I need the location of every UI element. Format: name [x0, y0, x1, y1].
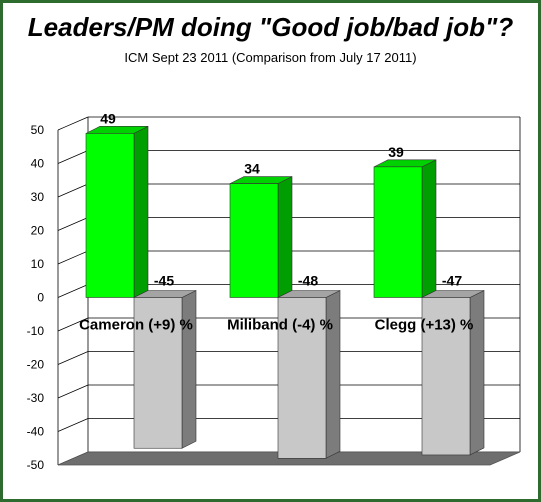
bar-side — [133, 125, 149, 298]
bar — [133, 297, 183, 449]
chart-title: Leaders/PM doing "Good job/bad job"? — [27, 12, 514, 42]
gridline-side — [57, 317, 89, 332]
y-tick-label: 20 — [31, 224, 45, 238]
gridline-side — [57, 250, 89, 265]
y-tick-label: -30 — [27, 391, 45, 405]
bar-side — [277, 176, 293, 298]
bar — [421, 297, 471, 456]
gridline-side — [57, 351, 89, 365]
data-label: -48 — [298, 273, 318, 289]
y-tick-label: 10 — [31, 257, 45, 271]
data-label: 39 — [388, 144, 404, 160]
gridline-side — [57, 418, 89, 432]
data-label: -47 — [442, 273, 462, 289]
y-tick-label: 40 — [31, 157, 45, 171]
data-label: 49 — [100, 110, 116, 126]
bar — [277, 297, 327, 459]
y-tick-label: 50 — [31, 123, 45, 137]
bar-side — [181, 290, 197, 449]
gridline-side — [57, 150, 89, 164]
gridline-side — [57, 284, 89, 298]
y-tick-label: 30 — [31, 190, 45, 204]
gridline-side — [57, 116, 89, 131]
category-label: Clegg (+13) % — [375, 317, 474, 334]
y-tick-label: -40 — [27, 425, 45, 439]
data-label: 34 — [244, 161, 260, 177]
bar-side — [469, 290, 485, 456]
bar-side — [421, 159, 437, 298]
bar — [373, 166, 423, 298]
y-tick-label: -50 — [27, 458, 45, 472]
bar — [229, 183, 279, 298]
gridline-side — [57, 217, 89, 231]
category-label: Cameron (+9) % — [79, 317, 193, 334]
gridline-side — [57, 183, 89, 198]
data-label: -45 — [154, 273, 174, 289]
bar — [85, 133, 135, 298]
y-tick-label: -20 — [27, 358, 45, 372]
gridline-side — [57, 384, 89, 399]
y-tick-label: 0 — [37, 291, 44, 305]
chart-subtitle: ICM Sept 23 2011 (Comparison from July 1… — [124, 50, 417, 65]
y-tick-label: -10 — [27, 324, 45, 338]
category-label: Miliband (-4) % — [227, 317, 333, 334]
